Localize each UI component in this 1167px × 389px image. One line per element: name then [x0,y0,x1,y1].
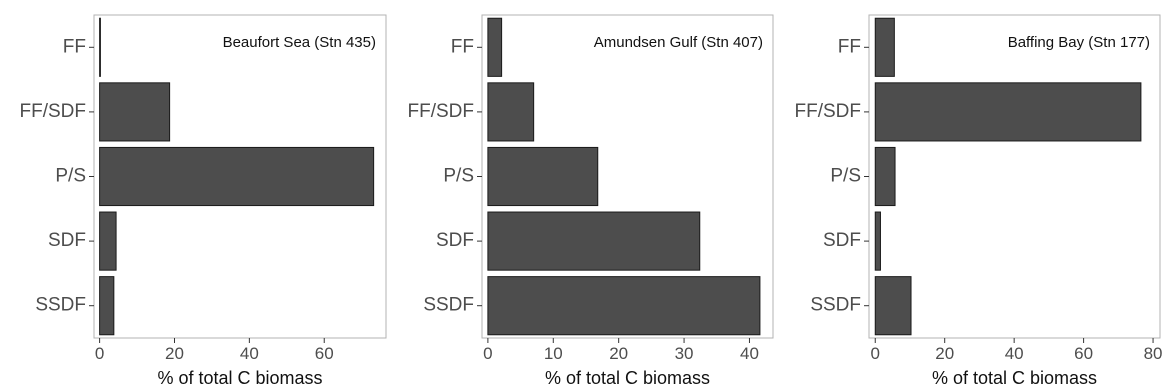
bar-sdf [487,211,701,271]
bar-ff-sdf [874,82,1142,142]
panel-3: FF FF/SDF P/S SDF SSDF 0 20 40 60 80 % of total C … [795,14,1163,388]
y-tick-label: FF/SDF [20,101,87,122]
panel-2: FF FF/SDF P/S SDF SSDF 0 10 20 30 40 % of total C … [408,14,774,388]
x-tick-label: 40 [1005,344,1024,363]
bar-sdf [99,211,117,271]
x-tick-label: 0 [483,344,492,363]
bar-ff-sdf [99,82,171,142]
panel-1: FF FF/SDF P/S SDF SSDF 0 20 40 60 % of total C bi… [20,14,387,388]
y-tick-label: SDF [48,230,86,251]
x-axis-title: % of total C biomass [157,368,322,388]
panel-title: Beaufort Sea (Stn 435) [223,34,376,51]
y-tick-label: SSDF [35,295,86,316]
bar-p-s [487,146,599,207]
y-tick-label: FF/SDF [408,101,475,122]
bar-ff [487,17,503,77]
y-tick-label: SDF [436,230,474,251]
bar-sdf [874,211,881,271]
x-tick-label: 20 [935,344,954,363]
x-axis-title: % of total C biomass [932,368,1097,388]
bar-p-s [99,146,375,207]
x-axis-title: % of total C biomass [545,368,710,388]
x-tick-label: 0 [871,344,880,363]
x-tick-label: 20 [165,344,184,363]
y-tick-label: SSDF [810,295,861,316]
y-tick-label: FF [451,36,474,57]
bar-ssdf [874,276,912,336]
x-tick-label: 80 [1144,344,1163,363]
x-tick-label: 60 [1074,344,1093,363]
y-tick-label: FF [838,36,861,57]
y-tick-label: FF/SDF [795,101,862,122]
panel-title: Baffing Bay (Stn 177) [1008,34,1150,51]
bar-ff [874,17,895,77]
x-tick-label: 40 [740,344,759,363]
y-tick-label: SSDF [423,295,474,316]
x-tick-label: 20 [609,344,628,363]
y-tick-label: P/S [443,166,474,187]
y-tick-label: SDF [823,230,861,251]
bar-p-s [874,146,896,207]
y-tick-label: P/S [830,166,861,187]
panel-title: Amundsen Gulf (Stn 407) [594,34,763,51]
x-tick-label: 10 [544,344,563,363]
y-tick-label: P/S [55,166,86,187]
bar-ff-sdf [487,82,535,142]
x-tick-label: 30 [675,344,694,363]
panel-border [868,14,1161,339]
bar-ssdf [487,276,761,336]
x-tick-label: 60 [315,344,334,363]
y-tick-label: FF [63,36,86,57]
bar-ff [99,17,101,77]
bar-ssdf [99,276,115,336]
x-tick-label: 40 [240,344,259,363]
x-tick-label: 0 [95,344,104,363]
